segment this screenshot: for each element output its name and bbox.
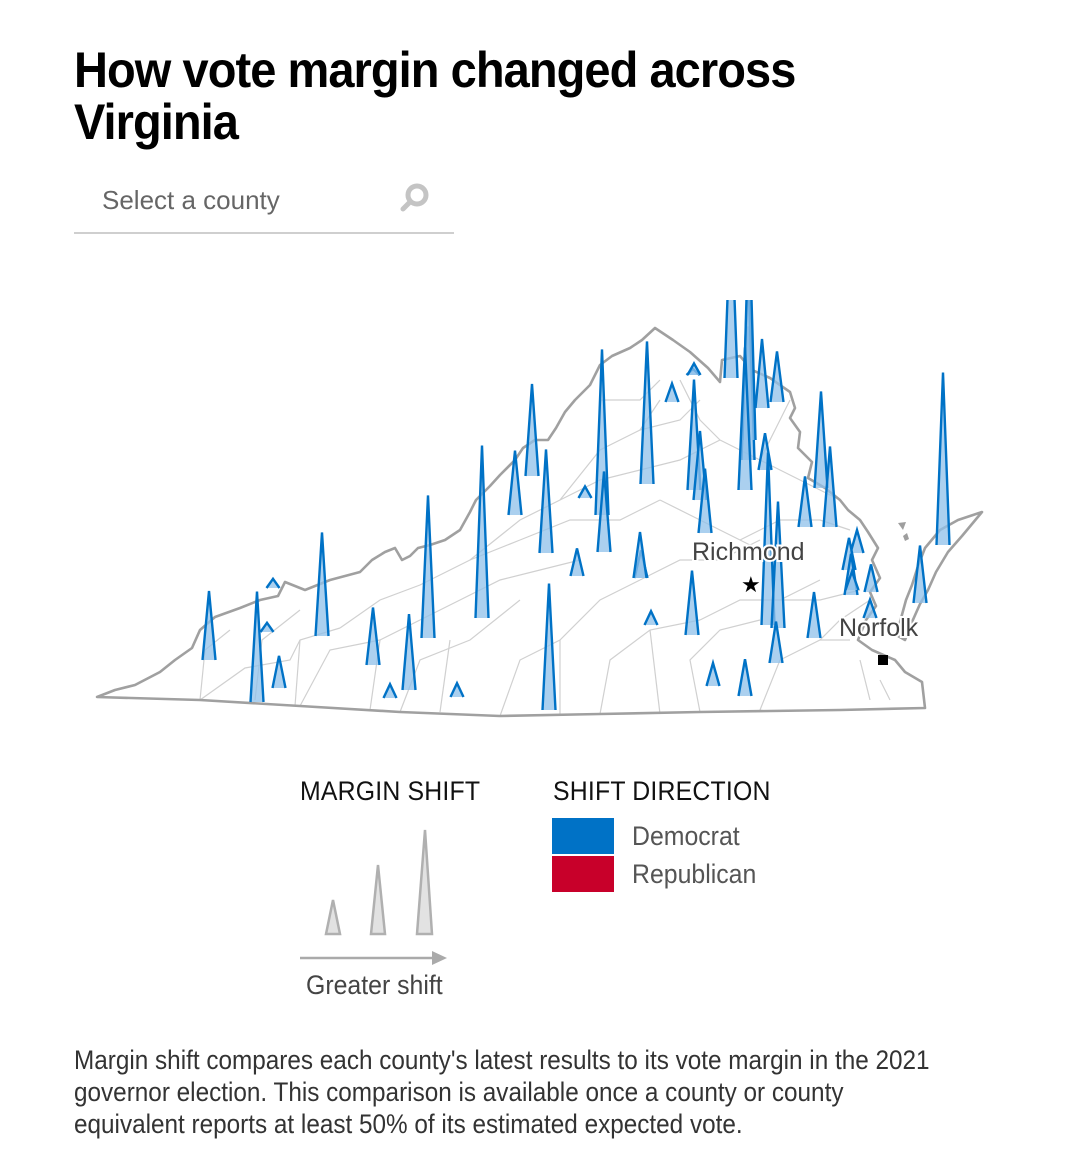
square-icon	[878, 655, 888, 665]
county-boundary	[199, 627, 341, 701]
county-shift-spike[interactable]	[806, 591, 822, 639]
city-richmond: Richmond ★	[690, 536, 807, 597]
county-boundary	[599, 619, 701, 715]
county-boundary	[649, 629, 661, 715]
county-shift-spike[interactable]	[449, 680, 465, 698]
city-label-norfolk: Norfolk	[839, 614, 919, 642]
county-shift-spike[interactable]	[770, 501, 786, 629]
county-shift-spike[interactable]	[401, 613, 417, 691]
county-boundary	[699, 579, 821, 621]
democrat-label: Democrat	[632, 820, 740, 851]
county-shift-spike[interactable]	[596, 471, 612, 553]
state-outline	[95, 326, 927, 718]
county-shift-spike[interactable]	[768, 621, 784, 664]
county-shift-spike[interactable]	[632, 531, 648, 579]
county-shift-spike[interactable]	[365, 607, 381, 666]
county-shift-spike[interactable]	[271, 655, 287, 689]
county-shift-spike[interactable]	[862, 595, 878, 619]
county-shift-spike[interactable]	[912, 545, 928, 604]
county-boundary	[879, 679, 891, 701]
county-shift-spike[interactable]	[760, 452, 776, 626]
county-shift-spike[interactable]	[639, 341, 655, 485]
county-shift-spike[interactable]	[201, 590, 217, 661]
county-boundary	[859, 659, 871, 701]
city-norfolk: Norfolk	[837, 612, 921, 665]
county-search-input[interactable]	[100, 180, 394, 220]
arrow-head-icon	[432, 951, 447, 965]
county-shift-spike[interactable]	[314, 532, 330, 637]
county-shift-spike[interactable]	[664, 379, 680, 403]
county-shift-spike[interactable]	[737, 658, 753, 697]
county-boundary	[294, 639, 301, 707]
county-shift-spike[interactable]	[849, 525, 865, 554]
virginia-map: Richmond ★ Norfolk	[95, 300, 984, 718]
county-shift-spike[interactable]	[507, 450, 523, 516]
county-shift-spike[interactable]	[844, 567, 860, 591]
county-shift-spike[interactable]	[569, 548, 585, 577]
county-boundary	[469, 479, 601, 561]
county-shift-spike[interactable]	[769, 351, 785, 403]
county-shift-spike[interactable]	[474, 445, 490, 619]
county-boundary	[679, 379, 721, 441]
county-shift-spike[interactable]	[697, 468, 713, 534]
legend-spike-medium	[369, 864, 387, 936]
republican-label: Republican	[632, 858, 757, 889]
county-shift-spike[interactable]	[420, 495, 436, 639]
county-shift-spike[interactable]	[935, 372, 951, 546]
county-shift-spike[interactable]	[686, 361, 702, 376]
methodology-note: Margin shift compares each county's late…	[74, 1045, 930, 1139]
county-shift-spike[interactable]	[754, 338, 770, 409]
greater-shift-label: Greater shift	[306, 970, 443, 1000]
county-boundary	[659, 499, 781, 561]
county-boundary	[419, 559, 581, 621]
county-shift-spike[interactable]	[643, 608, 659, 626]
county-shift-spike[interactable]	[822, 446, 838, 528]
county-search[interactable]	[74, 170, 454, 234]
margin-shift-legend	[300, 829, 447, 965]
legend-spike-large	[415, 829, 434, 936]
legend-item-democrat: Democrat	[552, 818, 749, 854]
county-boundary	[639, 539, 761, 581]
county-boundary	[439, 639, 451, 713]
republican-swatch	[552, 856, 614, 892]
county-boundary	[600, 379, 661, 401]
page-title: How vote margin changed across Virginia	[74, 42, 796, 150]
island	[903, 533, 909, 541]
spikes-layer	[201, 300, 951, 711]
county-shift-spike[interactable]	[249, 591, 265, 703]
island	[898, 522, 906, 530]
county-boundary	[819, 599, 871, 641]
county-shift-spike[interactable]	[538, 449, 554, 554]
county-shift-spike[interactable]	[705, 658, 721, 687]
eastern-shore-outline	[896, 510, 984, 642]
county-boundary	[299, 619, 421, 707]
county-shift-spike[interactable]	[382, 681, 398, 699]
county-shift-spike[interactable]	[577, 484, 593, 499]
county-shift-spike[interactable]	[797, 476, 813, 528]
legend-margin-shift-title: MARGIN SHIFT	[300, 776, 481, 806]
legend-spike-small	[324, 899, 342, 936]
county-boundary	[689, 619, 761, 713]
county-shift-spike[interactable]	[265, 576, 281, 589]
democrat-swatch	[552, 818, 614, 854]
city-label-richmond: Richmond	[692, 538, 805, 566]
county-shift-spike[interactable]	[813, 391, 829, 489]
county-shift-spike[interactable]	[863, 564, 879, 593]
search-icon[interactable]	[394, 178, 434, 218]
county-shift-spike[interactable]	[684, 570, 700, 636]
county-shift-spike[interactable]	[259, 620, 275, 633]
legend-shift-direction-title: SHIFT DIRECTION	[553, 776, 771, 806]
star-icon: ★	[741, 572, 761, 597]
county-shift-spike[interactable]	[737, 347, 753, 491]
legend-item-republican: Republican	[552, 856, 767, 892]
county-shift-spike[interactable]	[541, 583, 557, 711]
county-boundary	[759, 639, 850, 711]
county-shift-spike[interactable]	[723, 300, 739, 379]
county-shift-spike[interactable]	[524, 383, 540, 477]
